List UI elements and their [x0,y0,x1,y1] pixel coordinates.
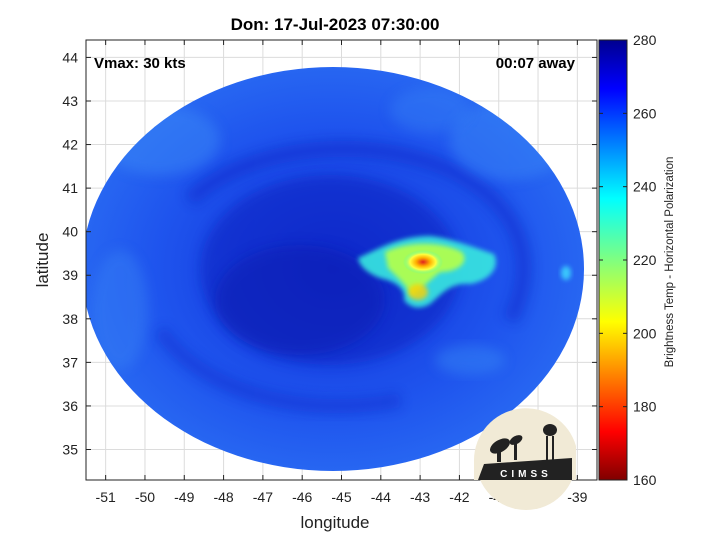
colorbar-tick-label: 160 [633,472,657,488]
cimss-logo: CIMSS [474,408,576,510]
rain-band-feature [358,236,571,308]
colorbar-tick-label: 220 [633,252,657,268]
brightness-temp-swath [86,67,584,471]
y-tick-label: 39 [62,267,78,283]
vmax-annotation: Vmax: 30 kts [94,55,186,72]
colorbar-tick-label: 280 [633,32,657,48]
y-tick-label: 36 [62,398,78,414]
cimss-logo-text: CIMSS [500,469,552,480]
y-tick-label: 35 [62,442,78,458]
colorbar-tick-label: 260 [633,105,657,121]
x-tick-label: -45 [331,489,351,505]
y-tick-label: 43 [62,93,78,109]
y-tick-label: 37 [62,354,78,370]
y-tick-label: 38 [62,311,78,327]
x-axis-label: longitude [300,513,369,532]
x-tick-label: -48 [213,489,233,505]
colorbar-tick-label: 200 [633,325,657,341]
x-tick-label: -50 [135,489,155,505]
y-tick-label: 41 [62,180,78,196]
x-tick-label: -43 [410,489,430,505]
x-tick-label: -46 [292,489,312,505]
x-tick-label: -44 [371,489,391,505]
colorbar-label: Brightness Temp - Horizontal Polarizatio… [664,157,676,368]
colorbar-ticks: 280 260 240 220 200 180 160 [599,32,657,488]
x-tick-label: -47 [253,489,273,505]
y-tick-label: 42 [62,137,78,153]
colorbar [598,39,628,481]
y-tick-label: 44 [62,49,78,65]
x-tick-label: -39 [567,489,587,505]
colorbar-tick-label: 240 [633,179,657,195]
y-tick-label: 40 [62,224,78,240]
colorbar-tick-label: 180 [633,399,657,415]
time-offset-annotation: 00:07 away [496,55,576,72]
x-tick-label: -42 [449,489,469,505]
chart-title: Don: 17-Jul-2023 07:30:00 [231,15,440,34]
y-axis: 44 43 42 41 40 39 38 37 36 35 [62,49,597,458]
x-tick-label: -49 [174,489,194,505]
y-axis-label: latitude [33,233,52,288]
x-tick-label: -51 [96,489,116,505]
